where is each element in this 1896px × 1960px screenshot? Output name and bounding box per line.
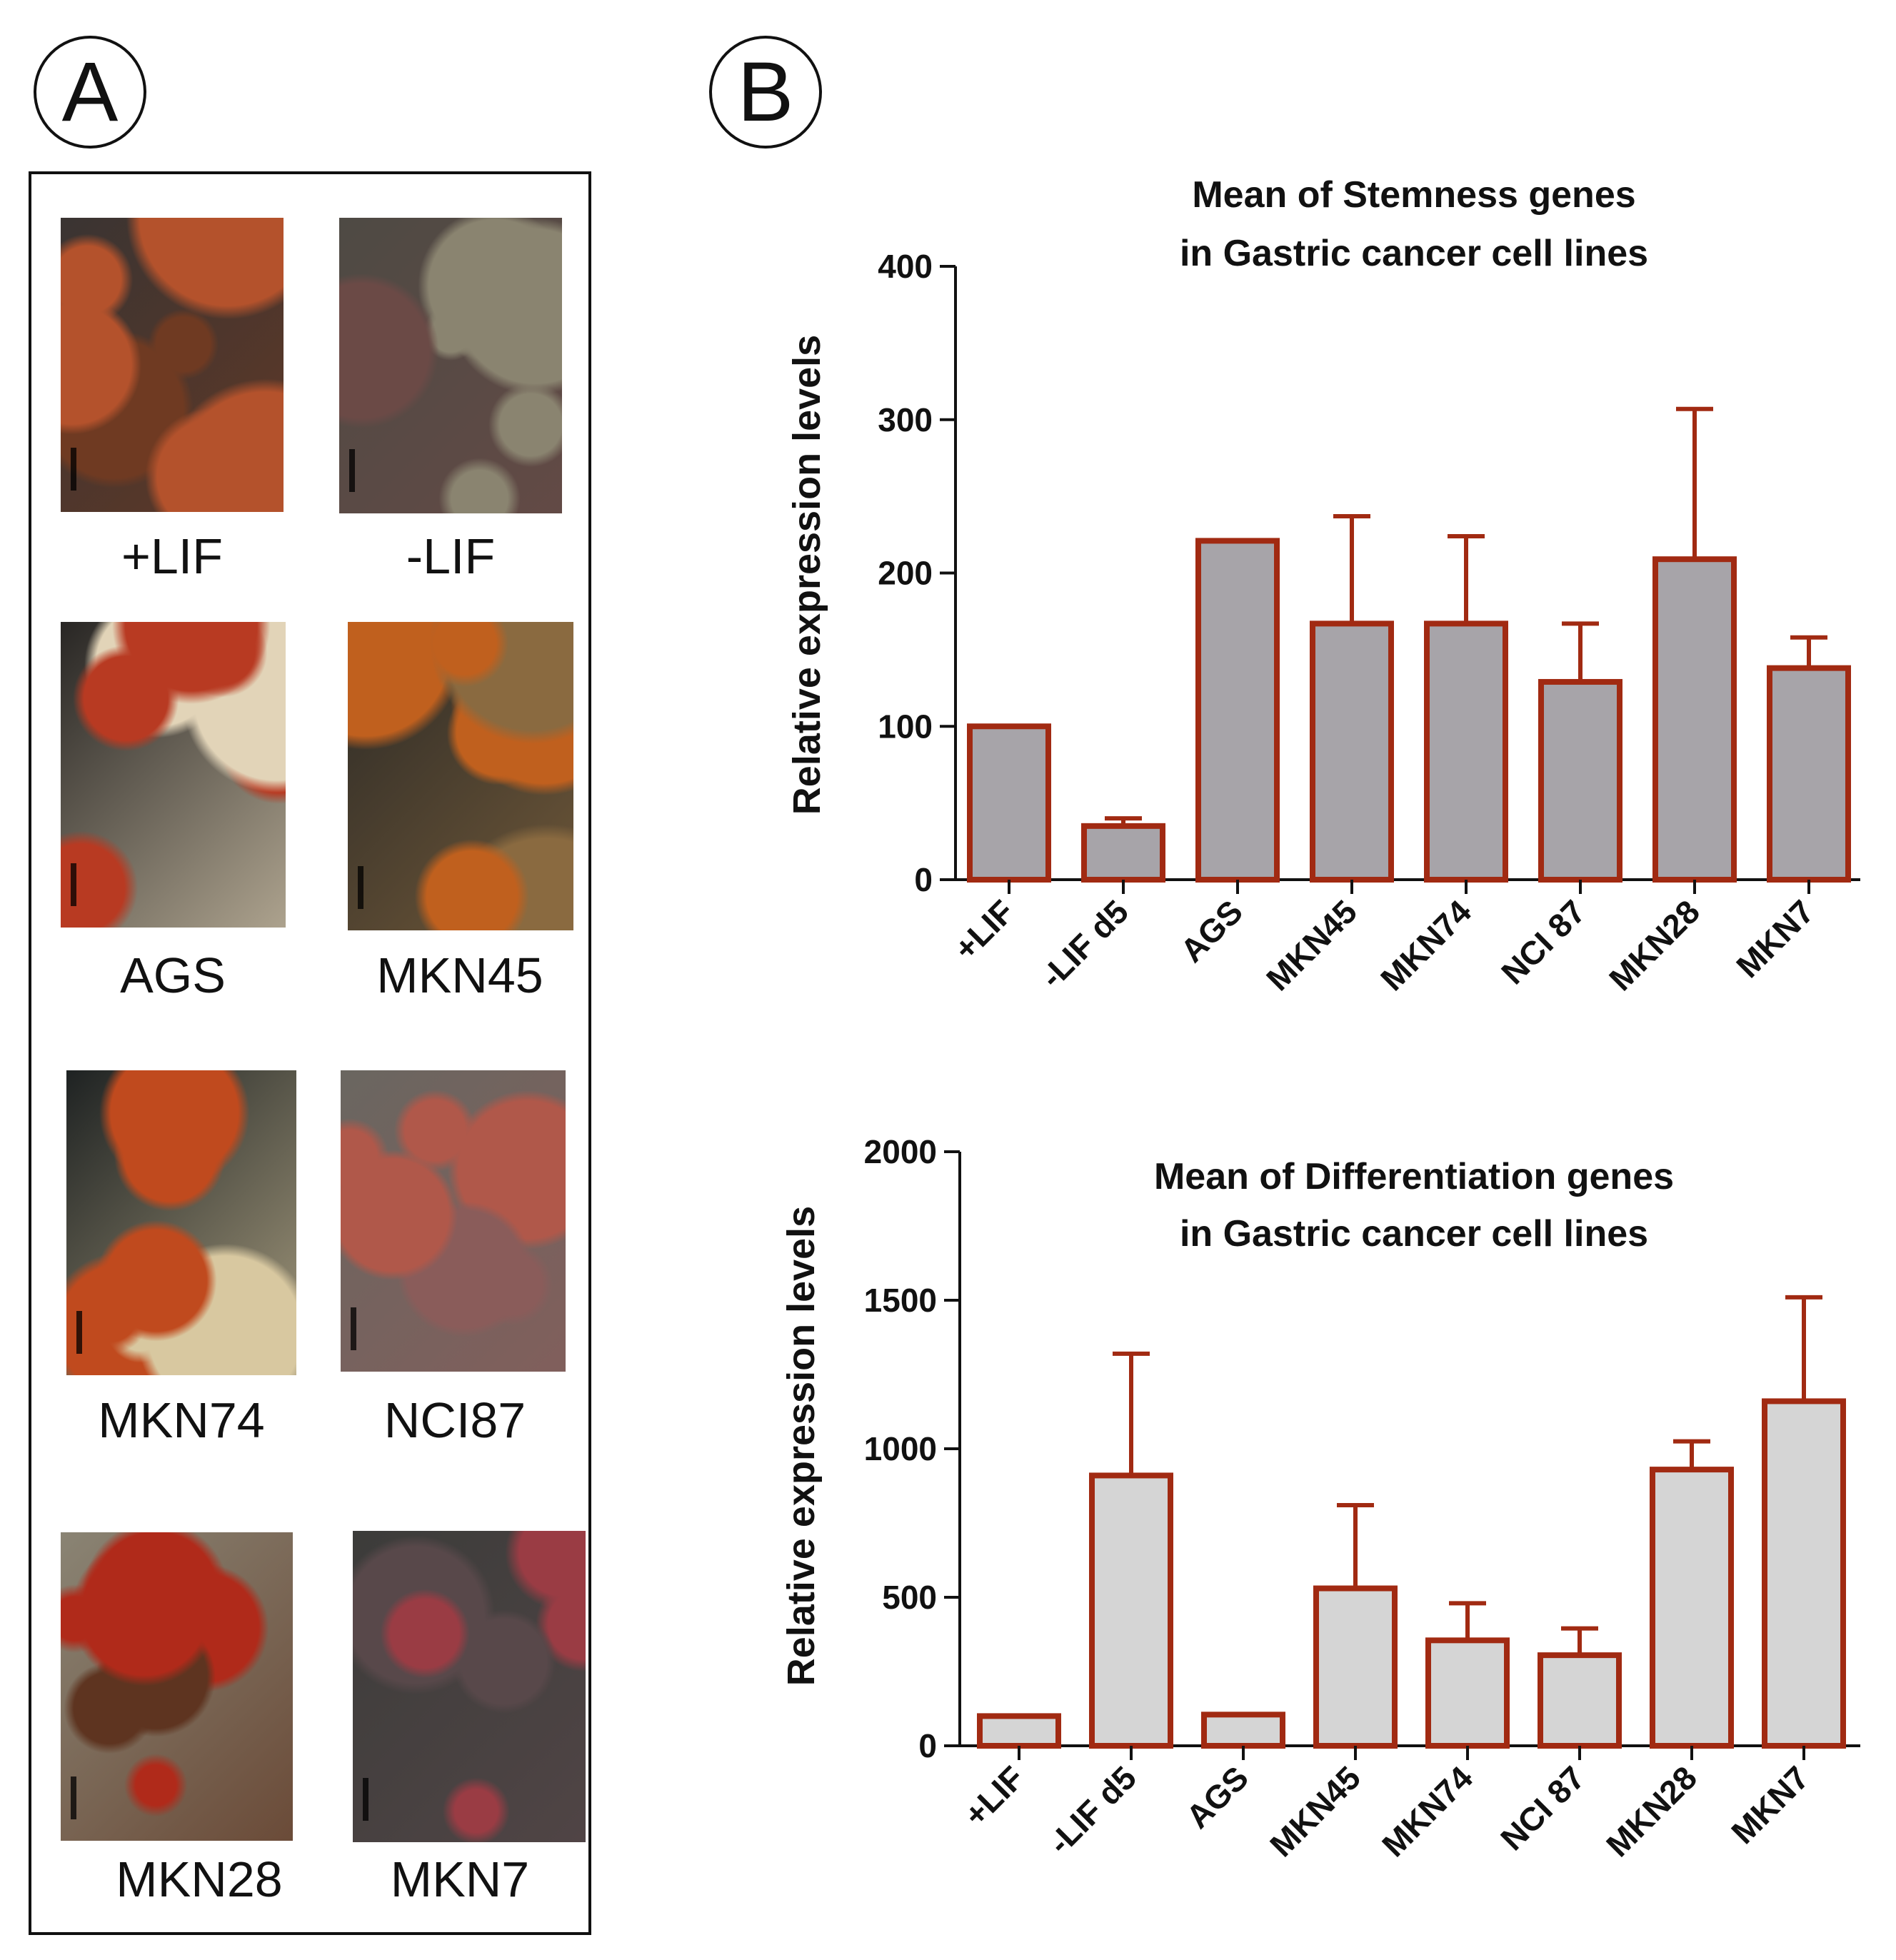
y-tick-label: 1000 xyxy=(864,1430,937,1467)
x-tick-label: MKN28 xyxy=(1602,893,1707,997)
scale-bar xyxy=(351,1307,356,1350)
chart-title: Mean of Stemness genes xyxy=(1192,174,1635,216)
differentiation-chart: Mean of Differentiation genes in Gastric… xyxy=(780,1133,1860,1864)
y-axis-title: Relative expression levels xyxy=(780,1206,823,1686)
x-tick-label: MKN74 xyxy=(1375,1759,1480,1864)
bar xyxy=(1538,1652,1622,1749)
x-tick-label: -LIF d5 xyxy=(1033,893,1135,995)
x-tick-label: MKN45 xyxy=(1259,893,1364,997)
bar xyxy=(1195,538,1280,883)
x-tick-label: NCI 87 xyxy=(1493,1759,1592,1857)
bar xyxy=(1081,823,1165,883)
x-tick-label: MKN45 xyxy=(1263,1759,1368,1864)
bar xyxy=(1201,1712,1285,1749)
x-tick-label: AGS xyxy=(1173,893,1250,969)
micrograph-label: MKN45 xyxy=(376,948,543,1003)
micrograph-mkn28 xyxy=(61,1532,293,1841)
bar xyxy=(1538,678,1622,883)
micrograph-mkn45 xyxy=(348,622,573,930)
micrograph-label: AGS xyxy=(120,948,226,1003)
panel-b-label: B xyxy=(709,36,822,149)
micrograph-lif-plus xyxy=(61,218,284,512)
x-tick-label: MKN7 xyxy=(1724,1759,1816,1851)
x-tick-label: +LIF xyxy=(947,893,1022,968)
scale-bar xyxy=(71,863,76,906)
x-tick-label: NCI 87 xyxy=(1494,893,1592,991)
scale-bar xyxy=(349,449,355,492)
x-tick-label: MKN7 xyxy=(1729,893,1821,985)
bar xyxy=(967,723,1051,883)
y-tick-label: 100 xyxy=(878,708,933,745)
bar xyxy=(1762,1398,1846,1749)
micrograph-mkn74 xyxy=(66,1070,296,1375)
bar xyxy=(1652,556,1737,883)
x-tick-label: AGS xyxy=(1179,1759,1255,1835)
y-tick-label: 200 xyxy=(878,555,933,592)
panel-a-label: A xyxy=(34,36,146,149)
y-tick-label: 400 xyxy=(878,248,933,285)
bar xyxy=(1089,1472,1173,1749)
bar xyxy=(1310,620,1394,883)
bar xyxy=(1424,620,1508,883)
x-tick-label: MKN28 xyxy=(1599,1759,1704,1864)
x-tick-label: -LIF d5 xyxy=(1041,1759,1143,1861)
y-tick-label: 0 xyxy=(918,1727,937,1764)
micrograph-label: MKN28 xyxy=(116,1851,283,1907)
micrograph-label: MKN74 xyxy=(98,1392,265,1448)
y-tick-label: 1500 xyxy=(864,1282,937,1319)
scale-bar xyxy=(363,1778,368,1821)
y-tick-label: 0 xyxy=(914,861,933,898)
micrograph-label: +LIF xyxy=(121,528,224,584)
micrograph-label: -LIF xyxy=(406,528,496,584)
stemness-chart: Mean of Stemness genes in Gastric cancer… xyxy=(786,174,1860,997)
scale-bar xyxy=(71,448,76,491)
bar xyxy=(977,1713,1061,1749)
scale-bar xyxy=(76,1311,82,1354)
bar xyxy=(1650,1467,1734,1749)
micrograph-label: NCI87 xyxy=(383,1392,526,1448)
bar xyxy=(1313,1585,1398,1749)
y-tick-label: 500 xyxy=(882,1579,937,1616)
y-tick-label: 2000 xyxy=(864,1133,937,1170)
micrograph-panel: +LIF -LIF AGS MKN45 MKN74 NCI87 MKN28 MK… xyxy=(29,171,591,1935)
y-tick-label: 300 xyxy=(878,401,933,438)
chart-subtitle: in Gastric cancer cell lines xyxy=(1180,1213,1648,1255)
scale-bar xyxy=(358,866,363,909)
micrograph-lif-minus xyxy=(339,218,562,513)
y-axis-title: Relative expression levels xyxy=(786,335,828,815)
chart-subtitle: in Gastric cancer cell lines xyxy=(1180,233,1648,274)
scale-bar xyxy=(71,1776,76,1819)
x-tick-label: +LIF xyxy=(957,1759,1032,1834)
x-tick-label: MKN74 xyxy=(1373,893,1478,997)
micrograph-nci87 xyxy=(341,1070,566,1372)
bar xyxy=(1425,1637,1510,1749)
micrograph-ags xyxy=(61,622,286,928)
chart-title: Mean of Differentiation genes xyxy=(1154,1156,1674,1197)
bar xyxy=(1767,665,1851,883)
micrograph-mkn7 xyxy=(353,1531,586,1842)
micrograph-label: MKN7 xyxy=(390,1851,530,1907)
